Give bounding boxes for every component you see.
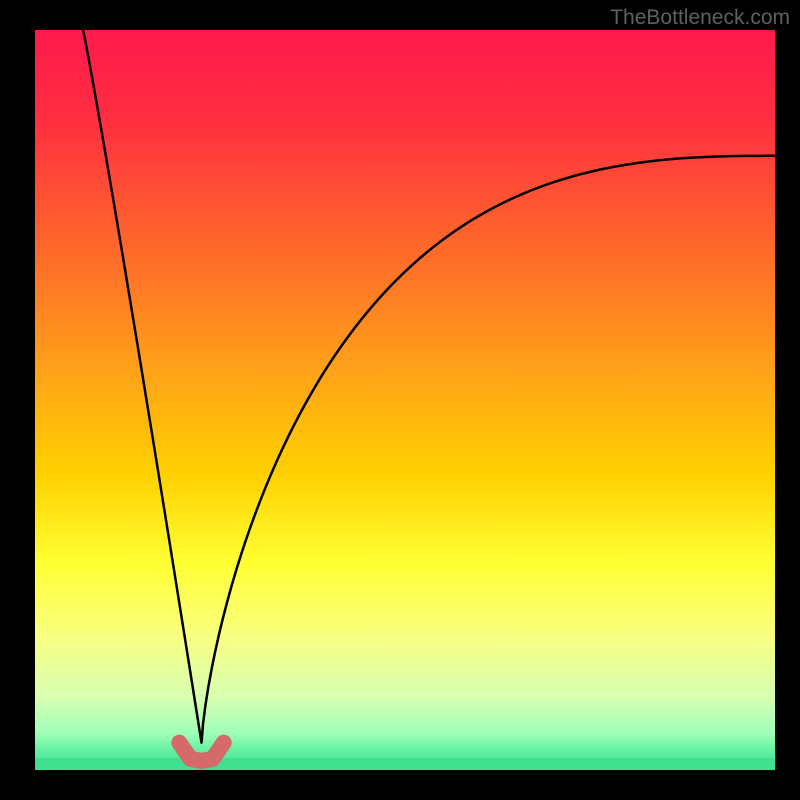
plot-area — [35, 30, 775, 770]
bottom-band — [35, 758, 775, 770]
watermark-text: TheBottleneck.com — [610, 6, 790, 30]
chart-container: TheBottleneck.com — [0, 0, 800, 800]
